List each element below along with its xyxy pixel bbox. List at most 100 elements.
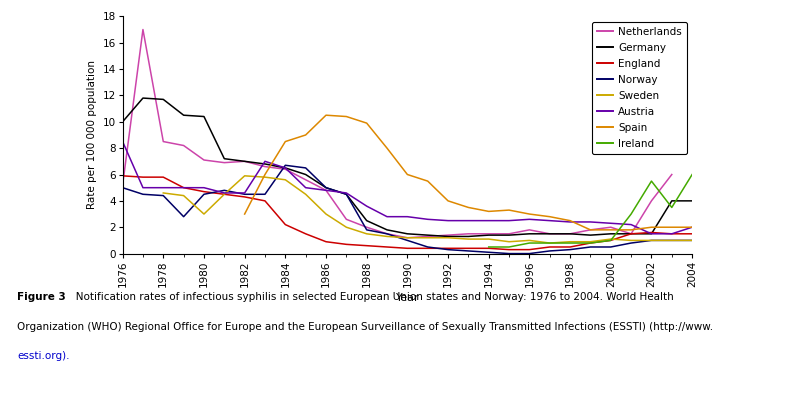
Spain [321, 113, 331, 118]
Norway [321, 185, 331, 190]
Norway [524, 251, 534, 256]
Netherlands [260, 164, 270, 169]
Germany [484, 233, 494, 238]
Germany [443, 234, 452, 239]
Germany [606, 231, 615, 236]
England [118, 173, 127, 178]
Spain [281, 139, 290, 144]
Austria [220, 191, 229, 196]
Austria [524, 217, 534, 222]
Norway [464, 249, 473, 254]
Germany [281, 166, 290, 171]
England [342, 242, 351, 247]
Sweden [301, 192, 310, 197]
England [382, 245, 392, 249]
Sweden [545, 240, 554, 245]
Netherlands [566, 231, 575, 236]
England [464, 246, 473, 251]
Netherlands [321, 188, 331, 193]
Austria [321, 188, 331, 193]
England [687, 231, 697, 236]
Spain [403, 172, 412, 177]
Austria [362, 204, 372, 209]
Norway [585, 245, 595, 249]
Sweden [179, 193, 188, 198]
Line: Netherlands: Netherlands [123, 29, 672, 238]
Netherlands [342, 217, 351, 222]
Austria [301, 185, 310, 190]
Norway [606, 245, 615, 249]
Germany [240, 159, 249, 164]
Austria [443, 218, 452, 223]
Line: England: England [123, 176, 692, 249]
Ireland [524, 240, 534, 245]
Sweden [382, 234, 392, 239]
Germany [524, 231, 534, 236]
Spain [667, 225, 676, 230]
Norway [566, 247, 575, 252]
Spain [484, 209, 494, 214]
England [158, 175, 168, 180]
Germany [260, 162, 270, 166]
Austria [260, 159, 270, 164]
Norway [118, 185, 127, 190]
Germany [626, 231, 636, 236]
England [301, 231, 310, 236]
Germany [138, 96, 148, 101]
Sweden [566, 239, 575, 244]
Austria [281, 166, 290, 171]
Sweden [647, 238, 657, 243]
Sweden [260, 175, 270, 180]
Netherlands [158, 139, 168, 144]
Austria [158, 185, 168, 190]
Text: Figure 3: Figure 3 [17, 292, 66, 302]
Sweden [667, 238, 676, 243]
Spain [585, 227, 595, 232]
England [566, 245, 575, 249]
Sweden [342, 225, 351, 230]
England [362, 243, 372, 248]
Ireland [566, 240, 575, 245]
Sweden [403, 235, 412, 240]
Austria [403, 214, 412, 219]
Austria [382, 214, 392, 219]
Netherlands [281, 167, 290, 172]
Netherlands [667, 172, 676, 177]
Sweden [626, 238, 636, 243]
England [321, 239, 331, 244]
Sweden [484, 237, 494, 242]
Sweden [220, 192, 229, 197]
England [260, 198, 270, 203]
England [240, 194, 249, 199]
Germany [566, 231, 575, 236]
Norway [545, 249, 554, 254]
England [179, 185, 188, 190]
Line: Austria: Austria [123, 142, 692, 234]
Spain [443, 198, 452, 203]
Netherlands [199, 157, 209, 162]
England [667, 231, 676, 236]
Netherlands [545, 231, 554, 236]
England [647, 230, 657, 235]
Sweden [443, 235, 452, 240]
Germany [545, 231, 554, 236]
Spain [505, 208, 514, 213]
Norway [260, 192, 270, 197]
England [281, 222, 290, 227]
England [403, 246, 412, 251]
Germany [220, 156, 229, 161]
Spain [647, 225, 657, 230]
Ireland [626, 211, 636, 216]
Sweden [585, 239, 595, 244]
Netherlands [443, 233, 452, 238]
Spain [342, 114, 351, 119]
X-axis label: Year: Year [396, 292, 419, 303]
Ireland [505, 245, 514, 249]
Germany [342, 192, 351, 197]
Spain [524, 211, 534, 216]
Austria [423, 217, 433, 222]
Germany [464, 234, 473, 239]
England [484, 246, 494, 251]
Spain [566, 218, 575, 223]
England [545, 245, 554, 249]
